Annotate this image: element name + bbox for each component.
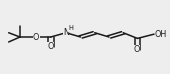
Text: O: O: [33, 32, 39, 42]
Text: H: H: [68, 25, 73, 31]
Text: OH: OH: [155, 30, 167, 39]
Text: O: O: [47, 42, 54, 51]
Text: N: N: [63, 28, 69, 37]
Text: O: O: [133, 45, 140, 54]
